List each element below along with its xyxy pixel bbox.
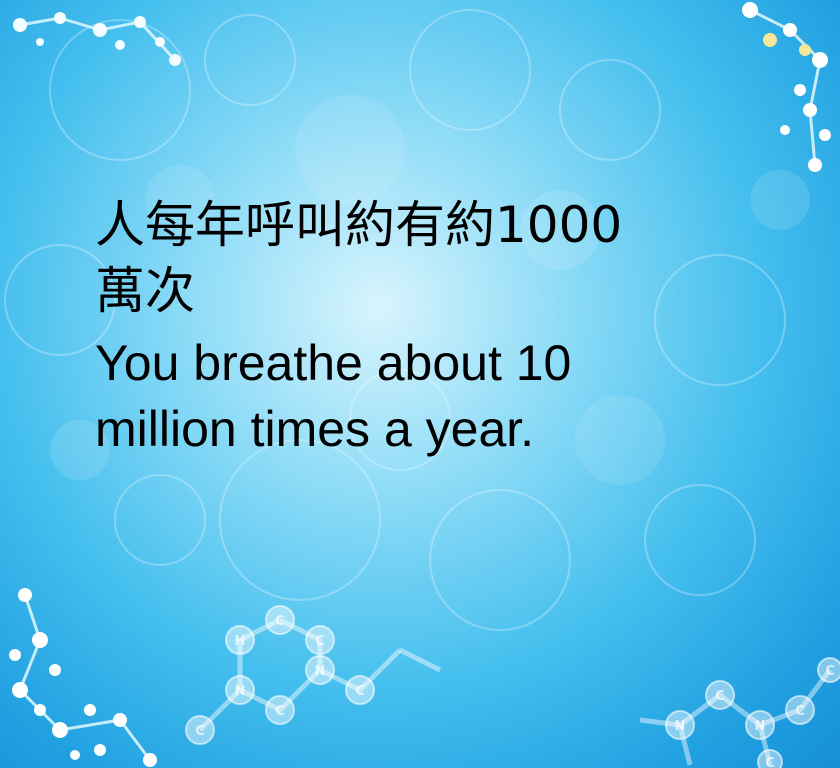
atom-c-1 — [185, 715, 215, 745]
atom-c-4 — [265, 605, 295, 635]
atom-letter: N — [235, 684, 246, 699]
fact-text-block: 人每年呼叫約有約1000 萬次 You breathe about 10 mil… — [95, 192, 775, 462]
english-fact: You breathe about 10 million times a yea… — [95, 330, 775, 462]
atom-letter: C — [275, 704, 285, 719]
chinese-fact: 人每年呼叫約有約1000 萬次 — [95, 192, 775, 324]
atom-letter: N — [315, 664, 326, 679]
atom-letter: C — [355, 684, 365, 699]
atom-c-2 — [265, 695, 295, 725]
atom-c-6 — [705, 680, 735, 710]
chinese-fact-line-1: 人每年呼叫約有約1000 — [95, 196, 623, 254]
atom-n-3 — [665, 710, 695, 740]
molecule-top-right — [742, 2, 831, 172]
chinese-fact-line-2: 萬次 — [95, 262, 195, 320]
atom-c-8 — [817, 657, 840, 683]
atom-letter: C — [825, 664, 835, 679]
atom-n-1 — [225, 675, 255, 705]
atom-letter: N — [755, 719, 766, 734]
atom-letter: N — [675, 719, 686, 734]
molecule-bottom-right: N C N C C C — [639, 657, 840, 768]
atom-c-9 — [757, 749, 783, 768]
atom-c-3 — [345, 675, 375, 705]
atom-letter: C — [715, 689, 725, 704]
atom-c-5 — [305, 625, 335, 655]
atom-letter: C — [275, 614, 285, 629]
english-fact-line-2: million times a year. — [95, 401, 535, 457]
atom-letter: C — [195, 724, 205, 739]
atom-letter: C — [765, 756, 775, 768]
atom-h-1 — [225, 625, 255, 655]
atom-n-2 — [305, 655, 335, 685]
atom-n-4 — [745, 710, 775, 740]
molecule-top-left — [13, 12, 181, 66]
molecule-bottom-left — [9, 588, 157, 767]
atom-letter: C — [315, 634, 325, 649]
atom-letter: C — [795, 704, 805, 719]
atom-letter: H — [235, 634, 246, 649]
atom-c-7 — [785, 695, 815, 725]
molecule-bottom-center: C N C N C H C C — [185, 605, 442, 745]
english-fact-line-1: You breathe about 10 — [95, 335, 572, 391]
